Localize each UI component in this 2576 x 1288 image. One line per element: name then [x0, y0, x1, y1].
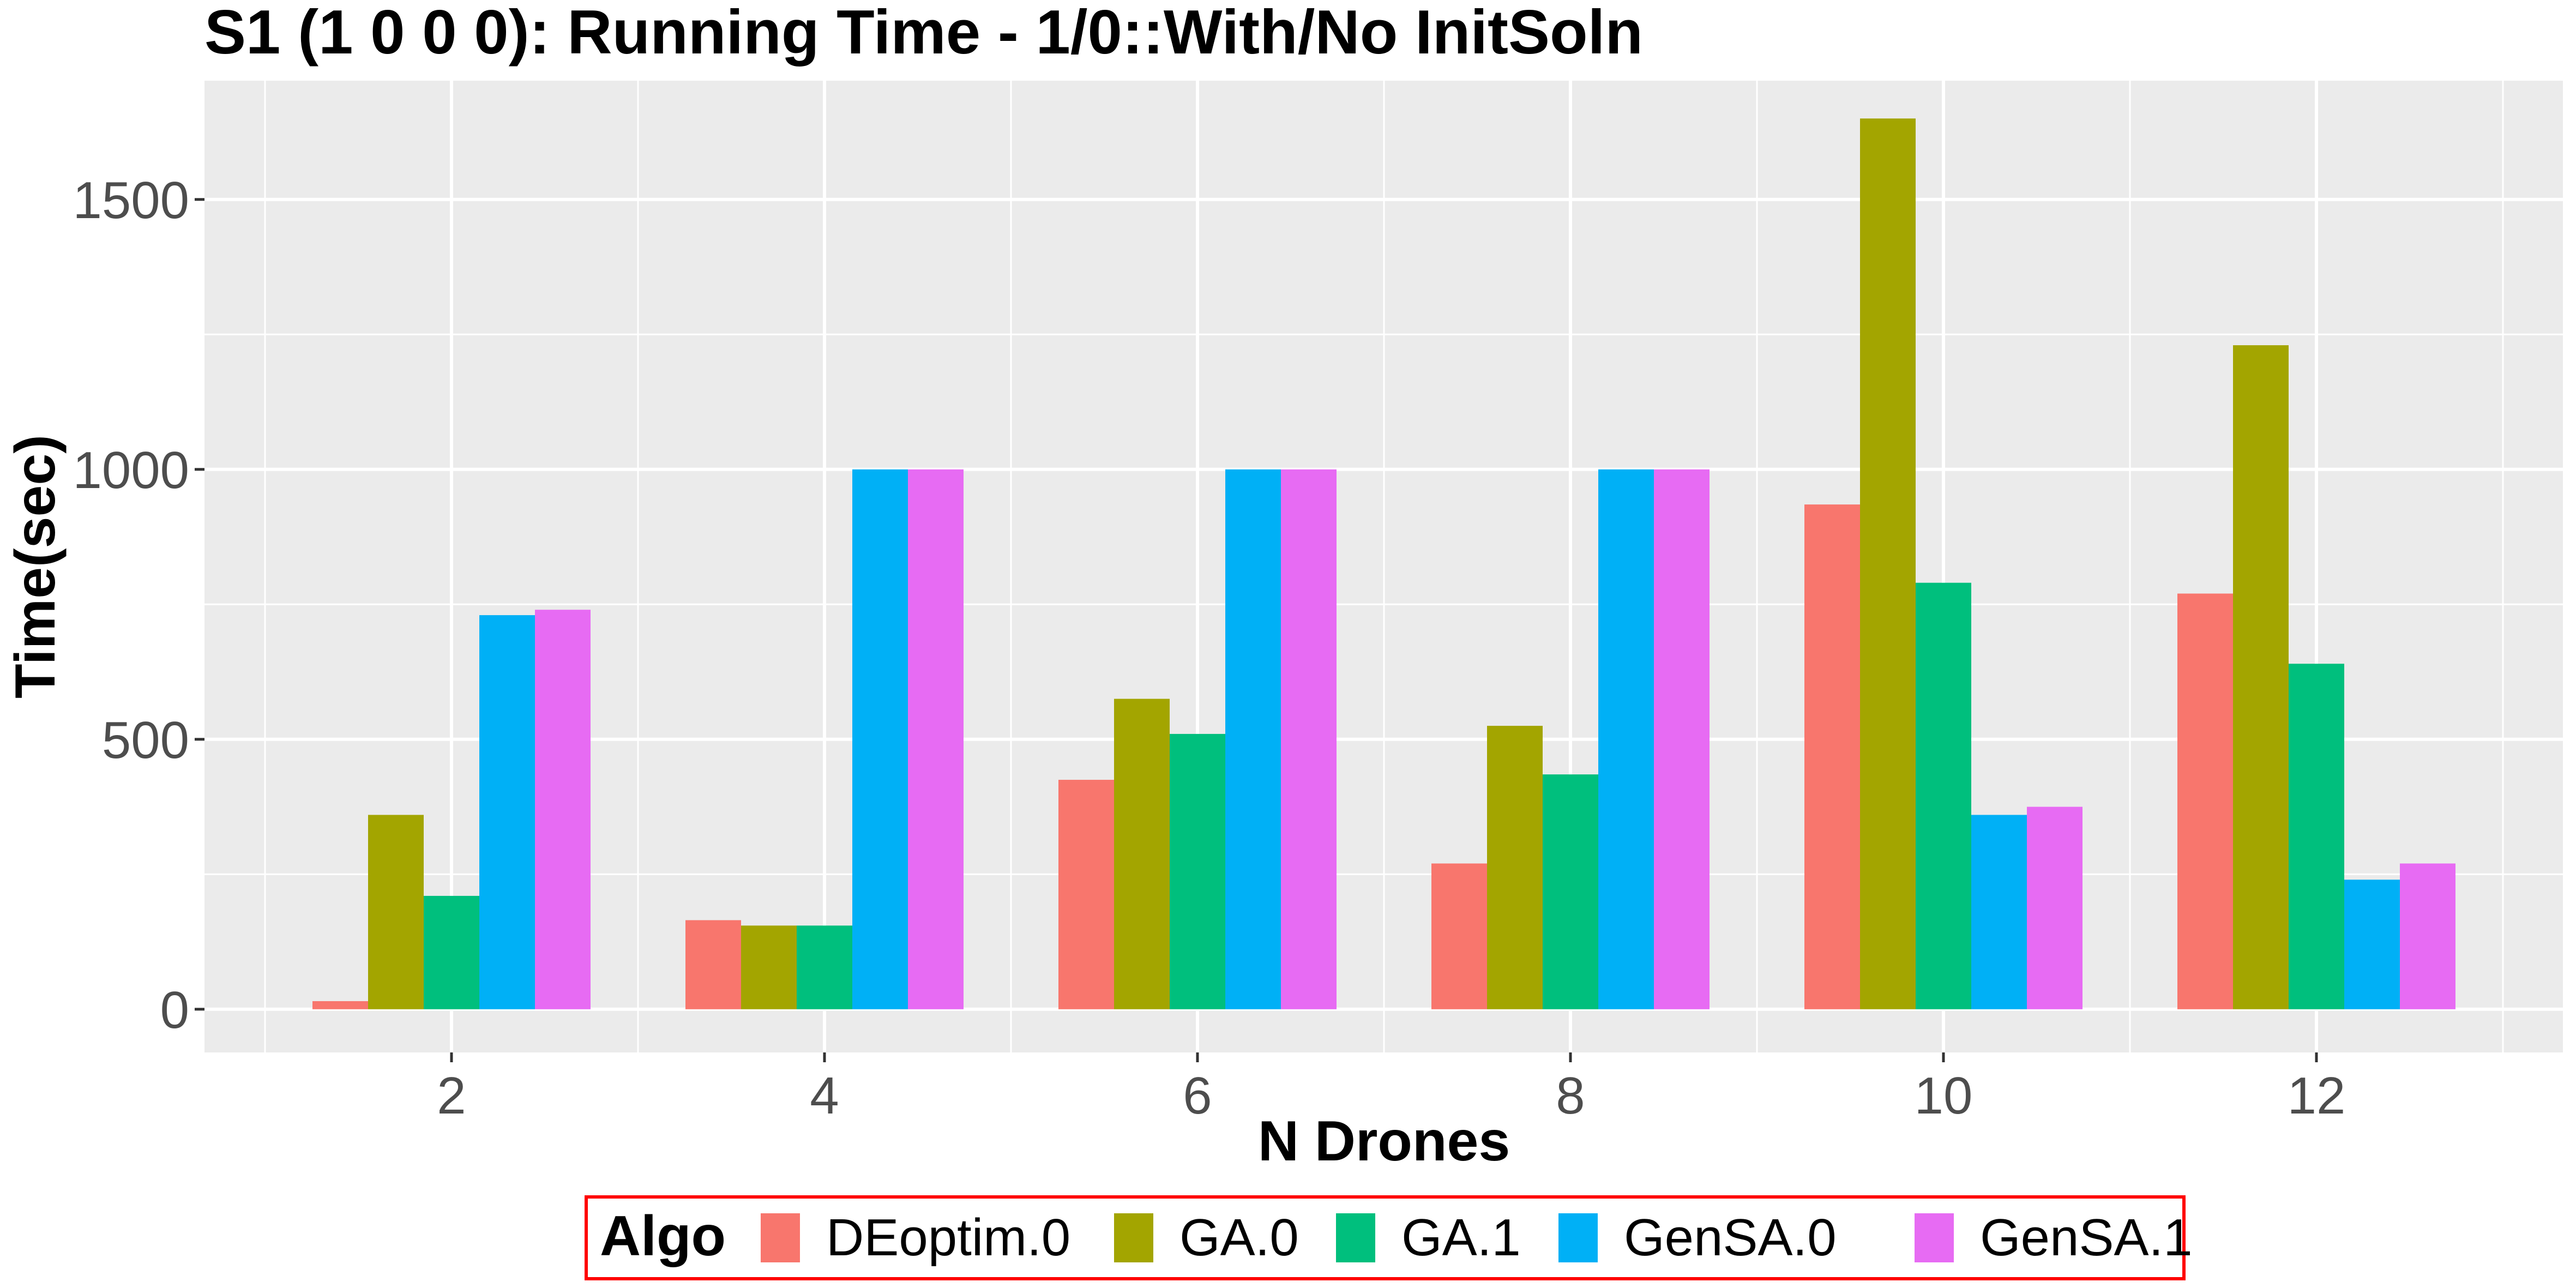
bars: [312, 118, 2455, 1009]
bar-gensa-1-2: [535, 610, 591, 1009]
x-tick-label: 10: [1915, 1067, 1973, 1125]
x-tick-label: 2: [437, 1067, 466, 1125]
legend-label: GenSA.1: [1980, 1208, 2193, 1267]
bar-gensa-1-10: [2027, 806, 2083, 1009]
legend: Algo DEoptim.0 GA.0 GA.1 GenSA.0 GenSA.1: [585, 1195, 2193, 1280]
bar-gensa-1-6: [1281, 469, 1337, 1009]
x-tick-label: 12: [2288, 1067, 2346, 1125]
bar-deoptim-0-12: [2177, 593, 2233, 1009]
bar-deoptim-0-4: [685, 920, 741, 1009]
bar-ga-1-6: [1170, 733, 1225, 1009]
bar-gensa-0-10: [1971, 815, 2027, 1009]
y-tick-label: 0: [160, 981, 189, 1039]
bar-deoptim-0-6: [1058, 780, 1114, 1009]
bar-gensa-0-8: [1598, 469, 1654, 1009]
bar-deoptim-0-10: [1804, 504, 1860, 1009]
x-tick-label: 8: [1556, 1067, 1585, 1125]
legend-key-deoptim-0: [761, 1213, 800, 1262]
bar-ga-0-4: [741, 925, 797, 1009]
x-tick-label: 6: [1183, 1067, 1212, 1125]
bar-gensa-1-8: [1654, 469, 1710, 1009]
bar-ga-1-4: [797, 925, 852, 1009]
bar-gensa-1-4: [908, 469, 964, 1009]
x-axis-title: N Drones: [1258, 1110, 1510, 1173]
legend-label: GA.0: [1179, 1208, 1299, 1267]
legend-label: GenSA.0: [1624, 1208, 1837, 1267]
y-tick-label: 500: [102, 711, 189, 769]
legend-key-ga-0: [1114, 1213, 1153, 1262]
bar-ga-1-12: [2289, 664, 2344, 1009]
bar-ga-0-12: [2233, 345, 2289, 1009]
chart-title: S1 (1 0 0 0): Running Time - 1/0::With/N…: [204, 0, 1643, 67]
legend-key-gensa-1: [1915, 1213, 1954, 1262]
bar-ga-0-8: [1487, 726, 1543, 1009]
legend-key-gensa-0: [1558, 1213, 1598, 1262]
legend-items: DEoptim.0 GA.0 GA.1 GenSA.0 GenSA.1: [761, 1208, 2193, 1267]
legend-title: Algo: [600, 1205, 726, 1268]
bar-ga-1-8: [1543, 774, 1598, 1009]
y-tick-label: 1000: [73, 441, 189, 499]
bar-gensa-0-6: [1225, 469, 1281, 1009]
legend-key-ga-1: [1336, 1213, 1375, 1262]
bar-gensa-0-2: [479, 615, 535, 1009]
bar-gensa-0-12: [2344, 880, 2400, 1009]
x-tick-label: 4: [810, 1067, 839, 1125]
y-tick-label: 1500: [73, 171, 189, 230]
bar-ga-1-10: [1916, 582, 1971, 1009]
bar-deoptim-0-2: [312, 1001, 368, 1009]
bar-ga-0-10: [1860, 118, 1916, 1009]
bar-ga-0-2: [368, 815, 424, 1009]
bar-gensa-0-4: [852, 469, 908, 1009]
legend-label: DEoptim.0: [826, 1208, 1070, 1267]
bar-ga-1-2: [424, 895, 479, 1009]
bar-ga-0-6: [1114, 699, 1170, 1009]
legend-label: GA.1: [1401, 1208, 1521, 1267]
axes: 0 500 1000 1500 2 4 6 8 10 12: [73, 171, 2345, 1125]
y-axis-title: Time(sec): [4, 435, 67, 699]
bar-gensa-1-12: [2400, 863, 2455, 1009]
bar-deoptim-0-8: [1431, 863, 1487, 1009]
